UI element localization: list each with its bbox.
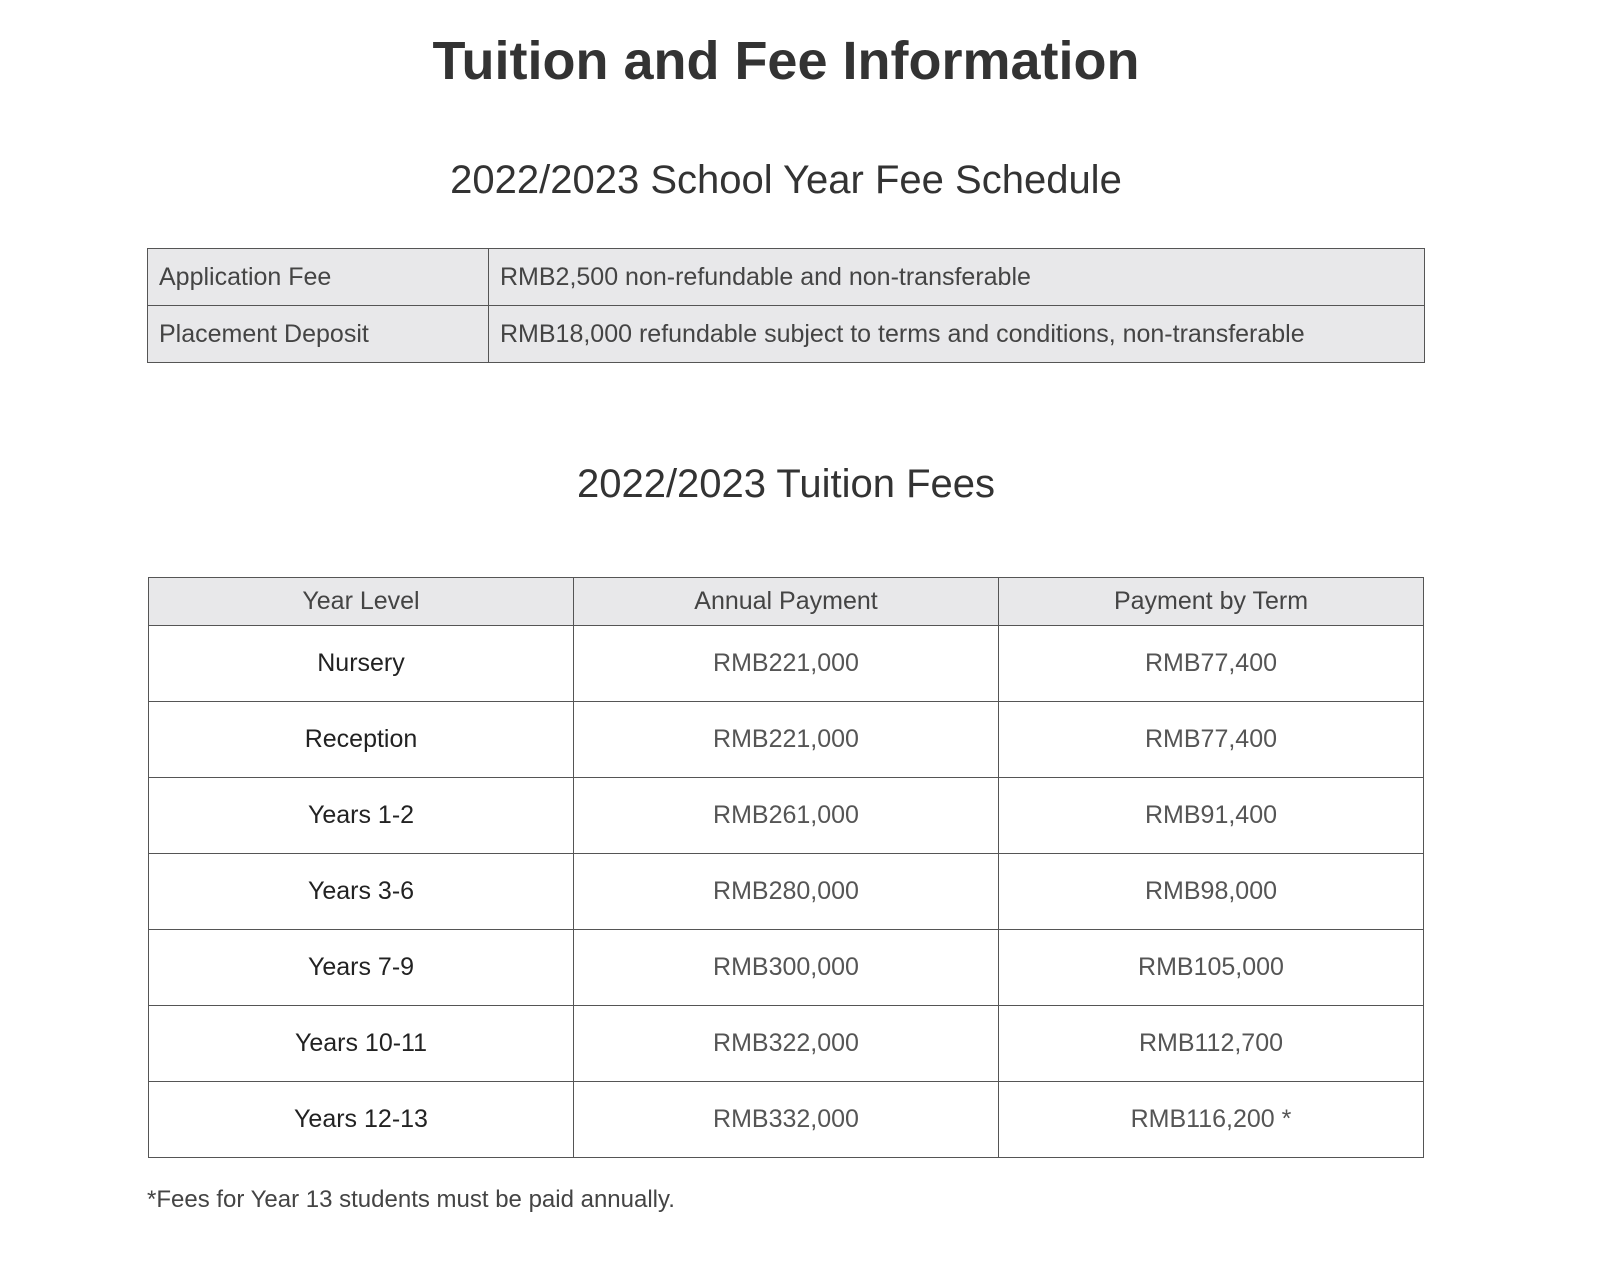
fee-detail: RMB2,500 non-refundable and non-transfer…	[488, 248, 1425, 306]
year-level: Years 3-6	[148, 853, 574, 930]
term-payment: RMB105,000	[998, 929, 1424, 1006]
annual-payment: RMB332,000	[573, 1081, 999, 1158]
footnote: *Fees for Year 13 students must be paid …	[147, 1186, 675, 1213]
table-row: Placement Deposit RMB18,000 refundable s…	[147, 305, 1425, 363]
annual-payment: RMB221,000	[573, 701, 999, 778]
year-level: Years 1-2	[148, 777, 574, 854]
table-row: Years 3-6 RMB280,000 RMB98,000	[148, 853, 1424, 930]
term-payment: RMB77,400	[998, 625, 1424, 702]
annual-payment: RMB322,000	[573, 1005, 999, 1082]
year-level: Years 10-11	[148, 1005, 574, 1082]
page-title: Tuition and Fee Information	[432, 31, 1140, 91]
term-payment: RMB77,400	[998, 701, 1424, 778]
table-header-row: Year Level Annual Payment Payment by Ter…	[148, 577, 1424, 626]
term-payment: RMB98,000	[998, 853, 1424, 930]
annual-payment: RMB221,000	[573, 625, 999, 702]
year-level: Reception	[148, 701, 574, 778]
column-header: Year Level	[148, 577, 574, 626]
table-row: Years 12-13 RMB332,000 RMB116,200 *	[148, 1081, 1424, 1158]
fee-item: Application Fee	[147, 248, 489, 306]
fee-schedule-table: Application Fee RMB2,500 non-refundable …	[147, 248, 1425, 363]
table-row: Nursery RMB221,000 RMB77,400	[148, 625, 1424, 702]
term-payment: RMB116,200 *	[998, 1081, 1424, 1158]
fee-detail: RMB18,000 refundable subject to terms an…	[488, 305, 1425, 363]
tuition-table: Year Level Annual Payment Payment by Ter…	[148, 577, 1424, 1158]
year-level: Years 7-9	[148, 929, 574, 1006]
column-header: Annual Payment	[573, 577, 999, 626]
year-level: Nursery	[148, 625, 574, 702]
annual-payment: RMB300,000	[573, 929, 999, 1006]
term-payment: RMB91,400	[998, 777, 1424, 854]
table-row: Application Fee RMB2,500 non-refundable …	[147, 248, 1425, 306]
column-header: Payment by Term	[998, 577, 1424, 626]
annual-payment: RMB280,000	[573, 853, 999, 930]
fee-schedule-heading: 2022/2023 School Year Fee Schedule	[450, 158, 1122, 202]
year-level: Years 12-13	[148, 1081, 574, 1158]
tuition-heading: 2022/2023 Tuition Fees	[576, 462, 996, 506]
table-row: Years 7-9 RMB300,000 RMB105,000	[148, 929, 1424, 1006]
table-row: Years 10-11 RMB322,000 RMB112,700	[148, 1005, 1424, 1082]
term-payment: RMB112,700	[998, 1005, 1424, 1082]
table-row: Years 1-2 RMB261,000 RMB91,400	[148, 777, 1424, 854]
fee-item: Placement Deposit	[147, 305, 489, 363]
annual-payment: RMB261,000	[573, 777, 999, 854]
table-row: Reception RMB221,000 RMB77,400	[148, 701, 1424, 778]
